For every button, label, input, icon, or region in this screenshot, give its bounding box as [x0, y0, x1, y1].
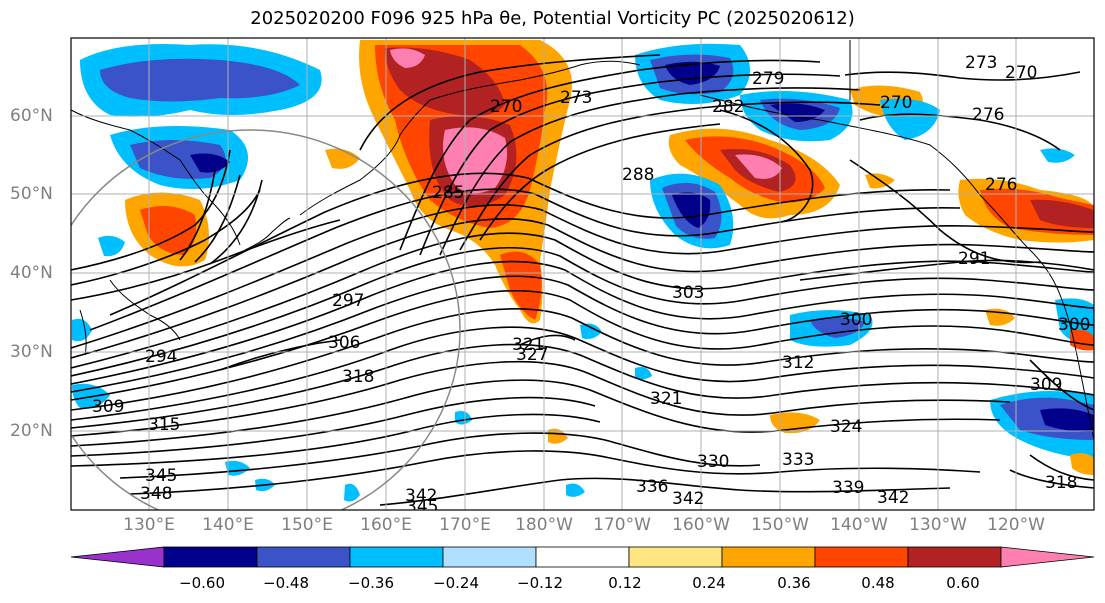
contour-label: 333: [782, 450, 814, 470]
colorbar-segment: [163, 546, 258, 568]
contour-label: 279: [752, 69, 784, 89]
colorbar-segment: [721, 546, 816, 568]
lon-label: 160°E: [360, 515, 412, 535]
colorbar-segment: [442, 546, 537, 568]
contour-label: 306: [328, 333, 360, 353]
contour-label: 273: [560, 88, 592, 108]
contour-label: 312: [782, 353, 814, 373]
colorbar-tick-label: −0.48: [263, 574, 309, 592]
contour-label: 309: [1030, 375, 1062, 395]
lon-label: 140°W: [830, 515, 888, 535]
colorbar-tick-label: 0.24: [692, 574, 726, 592]
colorbar-tick-label: −0.36: [348, 574, 394, 592]
lat-label: 60°N: [10, 106, 53, 126]
contour-label: 348: [140, 484, 172, 504]
lon-label: 140°E: [202, 515, 254, 535]
contour-label: 276: [972, 105, 1004, 125]
contour-label: 285: [432, 183, 464, 203]
colorbar-tick-label: 0.36: [777, 574, 811, 592]
lon-label: 150°E: [281, 515, 333, 535]
colorbar-segment: [628, 546, 723, 568]
theta-e-contours: [71, 54, 1094, 506]
lon-label: 160°W: [672, 515, 730, 535]
colorbar-segment: [1000, 546, 1095, 568]
lon-label: 170°W: [593, 515, 651, 535]
contour-label: 324: [830, 417, 862, 437]
contour-label: 318: [342, 367, 374, 387]
contour-label: 273: [965, 53, 997, 73]
contour-label: 315: [148, 415, 180, 435]
contour-label: 339: [832, 478, 864, 498]
lon-label: 130°W: [909, 515, 967, 535]
contour-label: 321: [650, 389, 682, 409]
contour-label: 342: [877, 488, 909, 508]
lon-label: 130°E: [123, 515, 175, 535]
contour-label: 345: [145, 466, 177, 486]
contour-label: 327: [516, 345, 548, 365]
contour-label: 270: [880, 93, 912, 113]
colorbar-segment: [349, 546, 444, 568]
contour-label: 294: [145, 347, 177, 367]
contour-label: 303: [672, 283, 704, 303]
colorbar-segment: [535, 546, 630, 568]
contour-labels: 279 270 273 273 270 276 282 285 288 291 …: [92, 53, 1090, 517]
colorbar-tick-label: 0.60: [946, 574, 980, 592]
contour-label: 288: [622, 165, 654, 185]
contour-label: 291: [958, 249, 990, 269]
lon-label: 120°W: [987, 515, 1045, 535]
colorbar-tick-label: 0.12: [608, 574, 642, 592]
contour-label: 297: [332, 291, 364, 311]
lat-label: 30°N: [10, 342, 53, 362]
range-circle: [71, 129, 461, 510]
contour-label: 330: [697, 452, 729, 472]
map-frame: [70, 37, 1095, 511]
colorbar: [70, 546, 1095, 568]
contour-label: 309: [92, 397, 124, 417]
colorbar-segment: [256, 546, 351, 568]
contour-label: 318: [1045, 473, 1077, 493]
map-title: 2025020200 F096 925 hPa θe, Potential Vo…: [250, 8, 855, 29]
contour-label: 342: [672, 489, 704, 509]
colorbar-tick-label: −0.24: [433, 574, 479, 592]
colorbar-tick-label: −0.60: [179, 574, 225, 592]
lat-label: 40°N: [10, 263, 53, 283]
contour-label: 342: [405, 486, 437, 506]
contour-label: 270: [490, 97, 522, 117]
colorbar-tick-label: −0.12: [517, 574, 563, 592]
contour-label: 282: [712, 97, 744, 117]
contour-label: 300: [840, 310, 872, 330]
contour-label: 270: [1005, 63, 1037, 83]
colorbar-segment: [814, 546, 909, 568]
colorbar-segment: [70, 546, 165, 568]
colorbar-tick-label: 0.48: [861, 574, 895, 592]
lon-label: 150°W: [751, 515, 809, 535]
map-panel: 279 270 273 273 270 276 282 285 288 291 …: [71, 38, 1094, 517]
contour-label: 345: [406, 497, 438, 517]
lon-label: 170°E: [439, 515, 491, 535]
lat-label: 50°N: [10, 184, 53, 204]
contour-label: 321: [512, 335, 544, 355]
lat-label: 20°N: [10, 421, 53, 441]
contour-label: 336: [636, 477, 668, 497]
contour-label: 300: [1058, 315, 1090, 335]
contour-label: 276: [985, 175, 1017, 195]
lon-label: 180°W: [515, 515, 573, 535]
graticule: [71, 38, 1094, 510]
colorbar-segment: [907, 546, 1002, 568]
